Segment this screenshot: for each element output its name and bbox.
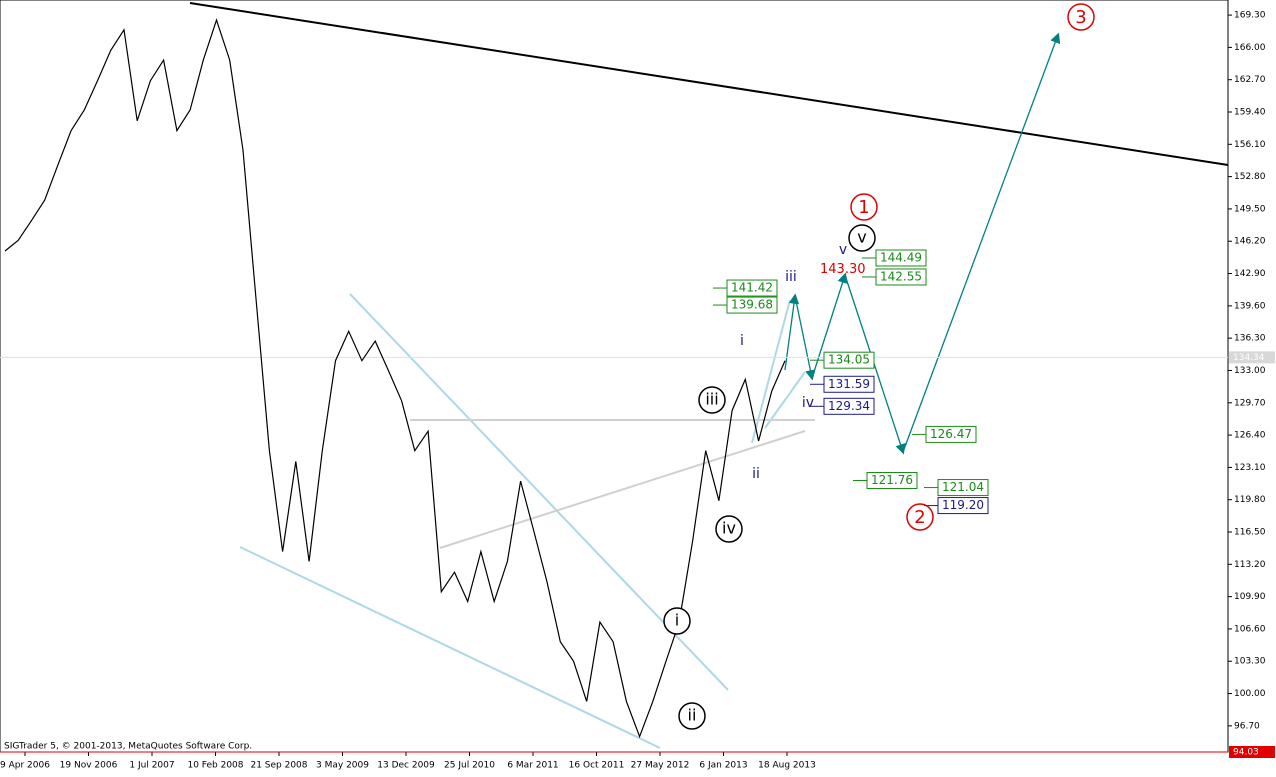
y-tick-label: 100.00 xyxy=(1234,689,1266,699)
price-box xyxy=(866,472,918,490)
y-tick-label: 136.30 xyxy=(1234,334,1266,344)
price-box xyxy=(823,351,875,369)
price-label: 121.76 xyxy=(871,473,913,487)
price-box xyxy=(726,279,778,297)
wave-label: i xyxy=(740,333,744,349)
y-tick-label: 106.60 xyxy=(1234,624,1266,634)
wave-label: i xyxy=(675,611,679,630)
y-tick-label: 162.70 xyxy=(1234,75,1266,85)
x-tick-label: 9 Apr 2006 xyxy=(0,761,50,771)
trend-line xyxy=(189,2,1229,166)
wave-label: iv xyxy=(802,395,814,411)
y-tick-label: 169.30 xyxy=(1234,11,1266,21)
x-tick-label: 19 Nov 2006 xyxy=(60,761,118,771)
y-tick-label: 139.60 xyxy=(1234,301,1266,311)
y-tick-label: 156.10 xyxy=(1234,140,1266,150)
y-tick-label: 133.00 xyxy=(1234,366,1266,376)
y-tick-label: 96.70 xyxy=(1234,721,1260,731)
y-tick-label: 166.00 xyxy=(1234,43,1266,53)
wave-circle xyxy=(715,515,743,543)
wave-circle xyxy=(848,224,876,252)
price-label: 131.59 xyxy=(828,377,870,391)
y-tick-label: 103.30 xyxy=(1234,657,1266,667)
y-tick-label: 149.50 xyxy=(1234,204,1266,214)
plot-frame xyxy=(0,0,1229,753)
y-tick-label: 119.80 xyxy=(1234,495,1266,505)
low-price-box xyxy=(1229,746,1275,758)
x-tick-label: 3 May 2009 xyxy=(316,761,369,771)
y-tick-label: 123.10 xyxy=(1234,463,1266,473)
price-box xyxy=(823,397,875,415)
price-box xyxy=(875,268,927,286)
y-tick-label: 116.50 xyxy=(1234,528,1266,538)
price-box xyxy=(726,296,778,314)
x-tick-label: 27 May 2012 xyxy=(631,761,690,771)
forecast-arrow xyxy=(902,32,1061,453)
wave-circle xyxy=(663,607,691,635)
price-label: 143.30 xyxy=(820,262,866,277)
price-label: 142.55 xyxy=(880,269,922,283)
wave-label: iii xyxy=(785,269,797,285)
forecast-arrow xyxy=(794,295,816,381)
y-tick-label: 142.90 xyxy=(1234,269,1266,279)
price-box xyxy=(925,425,977,443)
price-label: 126.47 xyxy=(930,427,972,441)
x-tick-label: 13 Dec 2009 xyxy=(377,761,435,771)
current-price-label: 134.34 xyxy=(1233,353,1265,363)
price-label: 129.34 xyxy=(828,399,870,413)
wave-label: 1 xyxy=(858,197,869,218)
price-label: 144.49 xyxy=(880,250,922,264)
y-tick-label: 129.70 xyxy=(1234,398,1266,408)
wave-circle xyxy=(850,193,878,221)
wave-label: v xyxy=(839,242,847,258)
y-tick-label: 146.20 xyxy=(1234,237,1266,247)
x-tick-label: 6 Mar 2011 xyxy=(507,761,558,771)
x-tick-label: 18 Aug 2013 xyxy=(758,761,816,771)
support-line xyxy=(439,430,806,549)
forecast-arrow xyxy=(811,272,848,379)
price-box xyxy=(937,479,989,497)
current-price-box xyxy=(1229,351,1275,364)
wave-label: ii xyxy=(688,706,697,725)
price-label: 134.05 xyxy=(828,353,870,367)
channel-line xyxy=(239,546,661,749)
wave-circle xyxy=(678,702,706,730)
wave-circle xyxy=(1067,3,1095,31)
price-label: 141.42 xyxy=(731,281,773,295)
x-tick-label: 21 Sep 2008 xyxy=(250,761,307,771)
x-tick-label: 10 Feb 2008 xyxy=(187,761,243,771)
y-tick-label: 152.80 xyxy=(1234,172,1266,182)
y-tick-label: 113.20 xyxy=(1234,560,1266,570)
y-tick-label: 126.40 xyxy=(1234,431,1266,441)
wave-label: iii xyxy=(705,390,718,409)
x-tick-label: 25 Jul 2010 xyxy=(444,761,495,771)
low-price-label: 94.03 xyxy=(1233,748,1259,758)
price-label: 121.04 xyxy=(942,480,984,494)
wave-label: 3 xyxy=(1075,7,1086,28)
price-box xyxy=(875,249,927,267)
wave-label: ii xyxy=(752,466,760,482)
y-tick-label: 109.90 xyxy=(1234,592,1266,602)
wave-label: v xyxy=(857,228,866,247)
channel-line xyxy=(764,371,806,429)
wave-circle xyxy=(906,503,934,531)
x-tick-label: 16 Oct 2011 xyxy=(569,761,625,771)
price-line xyxy=(4,18,786,739)
price-box xyxy=(937,497,989,515)
price-box xyxy=(823,375,875,393)
price-label: 119.20 xyxy=(942,498,984,512)
price-label: 139.68 xyxy=(731,298,773,312)
wave-label: 2 xyxy=(914,507,925,528)
x-tick-label: 6 Jan 2013 xyxy=(699,761,747,771)
y-tick-label: 159.40 xyxy=(1234,108,1266,118)
wave-circle xyxy=(698,386,726,414)
copyright: SIGTrader 5, © 2001-2013, MetaQuotes Sof… xyxy=(4,742,252,752)
x-tick-label: 1 Jul 2007 xyxy=(129,761,174,771)
wave-label: iv xyxy=(722,519,736,538)
